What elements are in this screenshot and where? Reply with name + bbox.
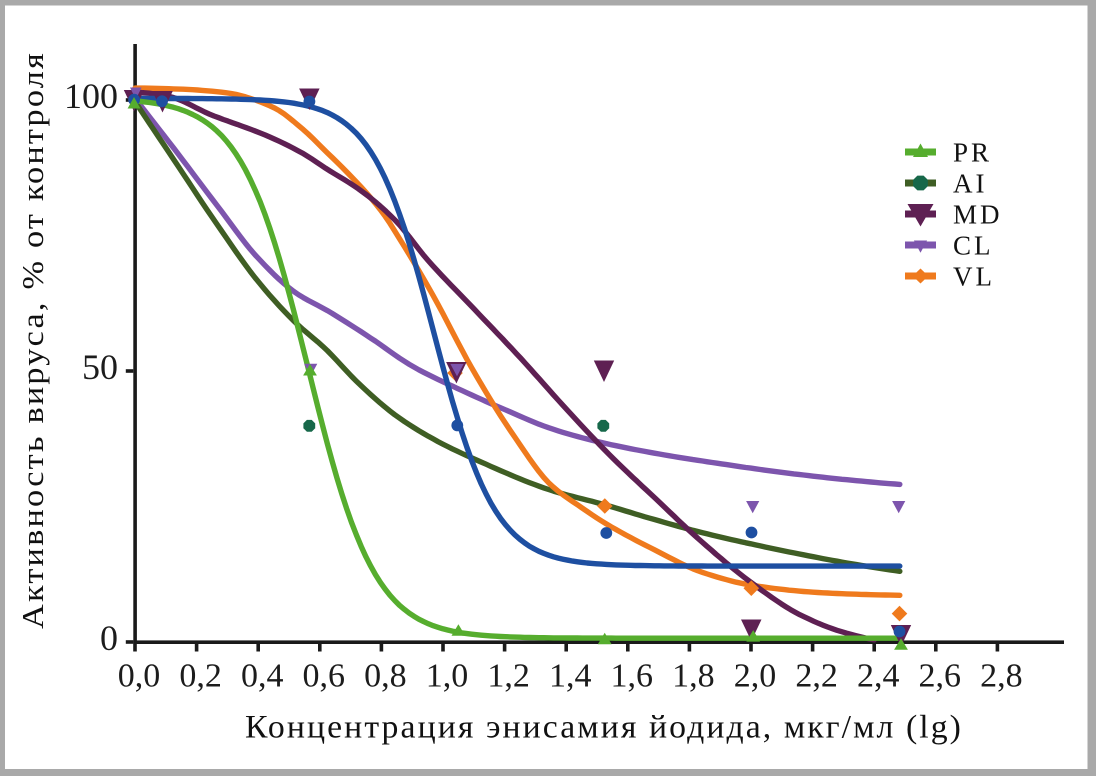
svg-text:2,2: 2,2 <box>795 658 838 695</box>
svg-text:0,4: 0,4 <box>241 658 284 695</box>
svg-text:1,4: 1,4 <box>549 658 592 695</box>
svg-text:100: 100 <box>64 76 118 116</box>
svg-text:AI: AI <box>953 169 988 199</box>
svg-text:0,0: 0,0 <box>118 658 161 695</box>
svg-text:0: 0 <box>100 618 118 658</box>
svg-text:2,4: 2,4 <box>857 658 900 695</box>
svg-text:CL: CL <box>953 231 994 261</box>
svg-text:2,8: 2,8 <box>980 658 1023 695</box>
svg-text:50: 50 <box>82 347 118 387</box>
svg-text:1,0: 1,0 <box>426 658 469 695</box>
svg-text:Активность вируса, % от контро: Активность вируса, % от контроля <box>15 51 50 629</box>
svg-text:0,2: 0,2 <box>179 658 222 695</box>
svg-text:1,8: 1,8 <box>672 658 715 695</box>
svg-text:2,0: 2,0 <box>734 658 777 695</box>
svg-text:Концентрация энисамия йодида,: Концентрация энисамия йодида, мкг/мл (lg… <box>245 710 963 746</box>
svg-text:2,6: 2,6 <box>919 658 962 695</box>
svg-text:1,2: 1,2 <box>487 658 530 695</box>
svg-text:MD: MD <box>953 200 1003 230</box>
svg-text:PR: PR <box>953 138 992 168</box>
svg-text:VL: VL <box>953 262 995 292</box>
svg-text:1,6: 1,6 <box>611 658 654 695</box>
svg-text:0,6: 0,6 <box>303 658 346 695</box>
svg-text:0,8: 0,8 <box>364 658 407 695</box>
